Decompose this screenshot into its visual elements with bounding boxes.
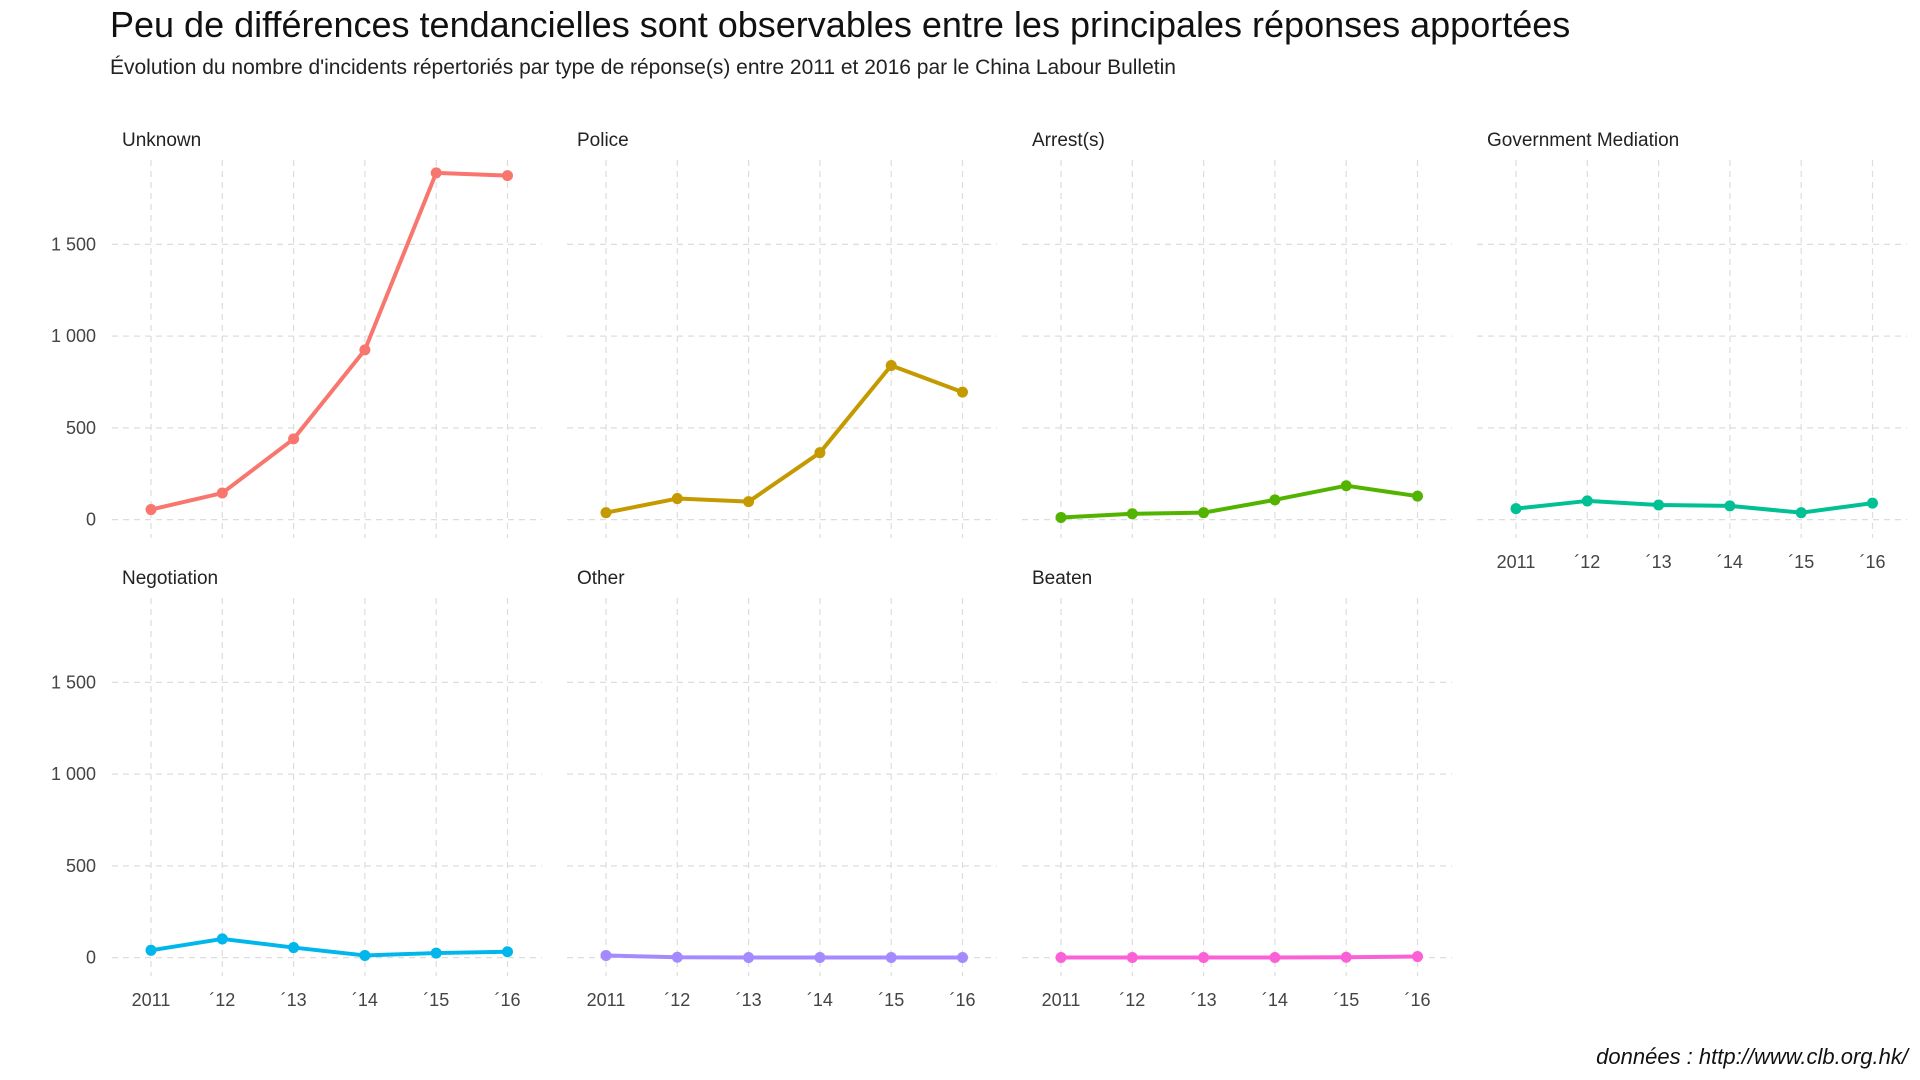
data-point (216, 487, 228, 499)
x-tick-label: ´14 (1262, 990, 1288, 1010)
y-tick-label: 0 (86, 948, 96, 968)
series-line (1059, 483, 1420, 520)
data-point (1867, 497, 1878, 509)
x-tick-label: ´12 (1574, 552, 1600, 572)
x-tick-label: ´16 (1404, 990, 1430, 1010)
series-line (149, 170, 510, 512)
panel-unknown: Unknown 0 500 1 000 1 500 (51, 130, 542, 538)
panel-other: Other 2011 ´12 ´13 ´14 ´15 ´16 (567, 568, 997, 1010)
data-point (1198, 507, 1210, 519)
data-point (1198, 951, 1210, 963)
data-point (743, 951, 755, 963)
panel-beaten: Beaten 2011 ´12 ´13 ´14 ´15 ´16 (1022, 568, 1452, 1010)
data-point (216, 933, 228, 945)
data-point (1581, 495, 1593, 507)
x-tick-label: ´13 (1646, 552, 1672, 572)
data-point (359, 344, 371, 356)
x-tick-label: ´12 (664, 990, 690, 1010)
x-tick-label: ´13 (736, 990, 762, 1010)
data-point (671, 493, 683, 505)
facet-label: Arrest(s) (1032, 130, 1105, 151)
facet-label: Negotiation (122, 568, 218, 589)
panel-police: Police (567, 130, 997, 538)
x-tick-label: ´14 (352, 990, 378, 1010)
facet-label: Government Mediation (1487, 130, 1679, 151)
data-point (671, 951, 683, 963)
x-tick-label: 2011 (587, 990, 626, 1010)
data-point (430, 947, 442, 959)
data-point (600, 507, 612, 519)
data-point (1795, 507, 1807, 519)
data-point (430, 167, 442, 179)
data-point (1126, 951, 1138, 963)
x-tick-label: ´16 (1859, 552, 1885, 572)
x-tick-label: ´15 (1788, 552, 1814, 572)
x-tick-label: ´13 (281, 990, 307, 1010)
x-tick-label: ´16 (949, 990, 975, 1010)
x-tick-label: ´16 (494, 990, 520, 1010)
series-line (149, 936, 510, 958)
x-tick-label: ´15 (878, 990, 904, 1010)
data-point (1510, 503, 1522, 515)
facet-label: Unknown (122, 130, 201, 151)
data-point (359, 949, 371, 961)
x-tick-label: ´12 (209, 990, 235, 1010)
data-point (814, 447, 826, 459)
data-point (1269, 951, 1281, 963)
data-point (1055, 511, 1067, 523)
chart-title: Peu de différences tendancielles sont ob… (110, 4, 1571, 45)
data-point (1269, 494, 1281, 506)
panel-arrest-s: Arrest(s) (1022, 130, 1452, 538)
x-tick-label: ´13 (1191, 990, 1217, 1010)
data-point (957, 386, 968, 398)
series-line (604, 363, 965, 515)
y-tick-label: 500 (66, 418, 96, 438)
x-tick-label: 2011 (1042, 990, 1081, 1010)
panel-negotiation: Negotiation 0 500 1 000 1 500 2011 ´12 ´13 ´14 ´1… (51, 568, 542, 1010)
data-point (288, 433, 300, 445)
data-point (1126, 508, 1138, 520)
facet-label: Beaten (1032, 568, 1092, 589)
x-tick-label: 2011 (132, 990, 171, 1010)
data-point (600, 949, 612, 961)
facet-label: Other (577, 568, 625, 589)
y-tick-label: 1 000 (51, 764, 96, 784)
data-point (1412, 951, 1423, 963)
x-tick-label: ´14 (1717, 552, 1743, 572)
chart-subtitle: Évolution du nombre d'incidents répertor… (110, 56, 1176, 79)
x-tick-label: ´15 (1333, 990, 1359, 1010)
data-point (743, 496, 755, 508)
y-tick-label: 0 (86, 510, 96, 530)
data-point (1724, 500, 1736, 512)
data-point (1340, 480, 1352, 492)
data-point (145, 504, 157, 516)
series-line (1514, 498, 1875, 515)
facet-label: Police (577, 130, 629, 151)
data-point (502, 170, 513, 182)
series-line (1059, 954, 1420, 960)
series-line (604, 953, 965, 960)
data-point (1340, 951, 1352, 963)
y-tick-label: 1 500 (51, 234, 96, 254)
source-caption: données : http://www.clb.org.hk/ (1596, 1044, 1908, 1069)
x-tick-label: ´14 (807, 990, 833, 1010)
data-point (814, 951, 826, 963)
data-point (1412, 490, 1423, 502)
data-point (1653, 499, 1665, 511)
data-point (145, 944, 157, 956)
data-point (288, 942, 300, 954)
data-point (1055, 951, 1067, 963)
x-tick-label: ´15 (423, 990, 449, 1010)
panel-government-mediation: Government Mediation 2011 ´12 ´13 ´14 ´15 ´16 (1477, 130, 1907, 572)
y-tick-label: 1 000 (51, 326, 96, 346)
y-tick-label: 500 (66, 856, 96, 876)
x-tick-label: 2011 (1497, 552, 1536, 572)
data-point (885, 360, 897, 372)
data-point (502, 946, 513, 958)
x-tick-label: ´12 (1119, 990, 1145, 1010)
data-point (957, 951, 968, 963)
data-point (885, 951, 897, 963)
y-tick-label: 1 500 (51, 672, 96, 692)
